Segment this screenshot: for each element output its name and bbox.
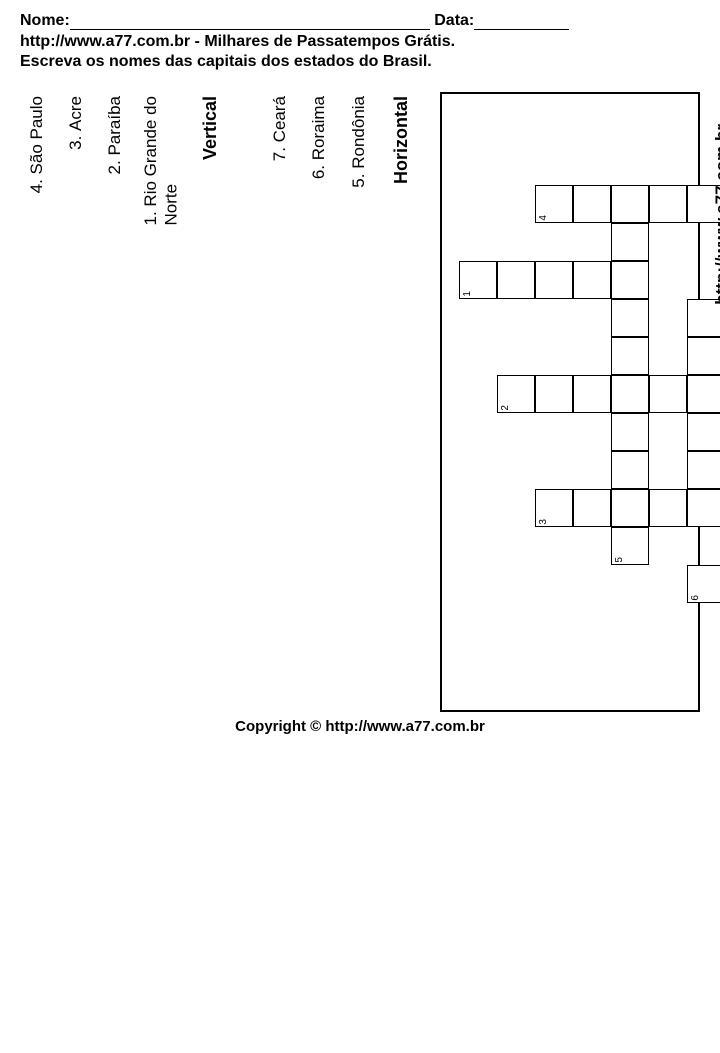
grid-cell[interactable] xyxy=(611,337,649,375)
grid-cell[interactable] xyxy=(573,185,611,223)
crossword-frame: 4123576 http://www.a77.com.br xyxy=(440,92,701,712)
grid-cell[interactable] xyxy=(687,413,720,451)
cell-number: 2 xyxy=(500,405,511,411)
grid-cell[interactable]: 5 xyxy=(611,527,649,565)
grid-cell[interactable]: 2 xyxy=(497,375,535,413)
main-area: Horizontal 5. Rondônia 6. Roraima 7. Cea… xyxy=(20,92,700,712)
grid-cell[interactable] xyxy=(611,261,649,299)
grid-cell[interactable] xyxy=(573,489,611,527)
v-clue-1: 1. Rio Grande do Norte xyxy=(141,96,182,226)
cell-number: 5 xyxy=(614,557,625,563)
data-label: Data: xyxy=(434,12,474,29)
grid-cell[interactable]: 1 xyxy=(459,261,497,299)
grid-cell[interactable] xyxy=(687,337,720,375)
site-line: http://www.a77.com.br - Milhares de Pass… xyxy=(20,32,700,52)
grid-cell[interactable] xyxy=(611,185,649,223)
data-blank[interactable] xyxy=(474,16,569,30)
grid-cell[interactable] xyxy=(535,261,573,299)
nome-label: Nome: xyxy=(20,12,70,29)
cell-number: 1 xyxy=(462,291,473,297)
h-clue-5: 5. Rondônia xyxy=(345,96,372,188)
grid-cell[interactable] xyxy=(611,299,649,337)
grid-cell[interactable] xyxy=(497,261,535,299)
cell-number: 4 xyxy=(538,215,549,221)
grid-cell[interactable] xyxy=(611,489,649,527)
grid-cell[interactable]: 4 xyxy=(535,185,573,223)
grid-cell[interactable] xyxy=(611,223,649,261)
grid-cell[interactable] xyxy=(535,375,573,413)
header-name-line: Nome: Data: xyxy=(20,12,700,30)
h-clue-7: 7. Ceará xyxy=(266,96,293,161)
side-url: http://www.a77.com.br xyxy=(712,124,720,305)
v-clue-4: 4. São Paulo xyxy=(23,96,50,193)
cell-number: 3 xyxy=(538,519,549,525)
clues-column: Horizontal 5. Rondônia 6. Roraima 7. Cea… xyxy=(20,92,422,712)
grid-cell[interactable]: 3 xyxy=(535,489,573,527)
grid-cell[interactable]: 6 xyxy=(687,565,720,603)
crossword-grid: 4123576 xyxy=(453,185,710,801)
nome-blank[interactable] xyxy=(70,16,430,30)
v-clue-3: 3. Acre xyxy=(62,96,89,150)
horizontal-heading: Horizontal xyxy=(387,96,416,184)
grid-cell[interactable] xyxy=(687,375,720,413)
grid-cell[interactable] xyxy=(687,451,720,489)
grid-cell[interactable] xyxy=(649,185,687,223)
grid-cell[interactable] xyxy=(649,489,687,527)
grid-cell[interactable] xyxy=(611,413,649,451)
vertical-heading: Vertical xyxy=(196,96,225,160)
v-clue-2: 2. Paraíba xyxy=(101,96,128,174)
grid-cell[interactable] xyxy=(573,375,611,413)
h-clue-6: 6. Roraima xyxy=(305,96,332,179)
grid-cell[interactable] xyxy=(611,451,649,489)
cell-number: 6 xyxy=(690,595,701,601)
grid-cell[interactable] xyxy=(611,375,649,413)
grid-cell[interactable] xyxy=(649,375,687,413)
instructions: Escreva os nomes das capitais dos estado… xyxy=(20,52,700,72)
grid-cell[interactable] xyxy=(687,489,720,527)
grid-cell[interactable] xyxy=(573,261,611,299)
